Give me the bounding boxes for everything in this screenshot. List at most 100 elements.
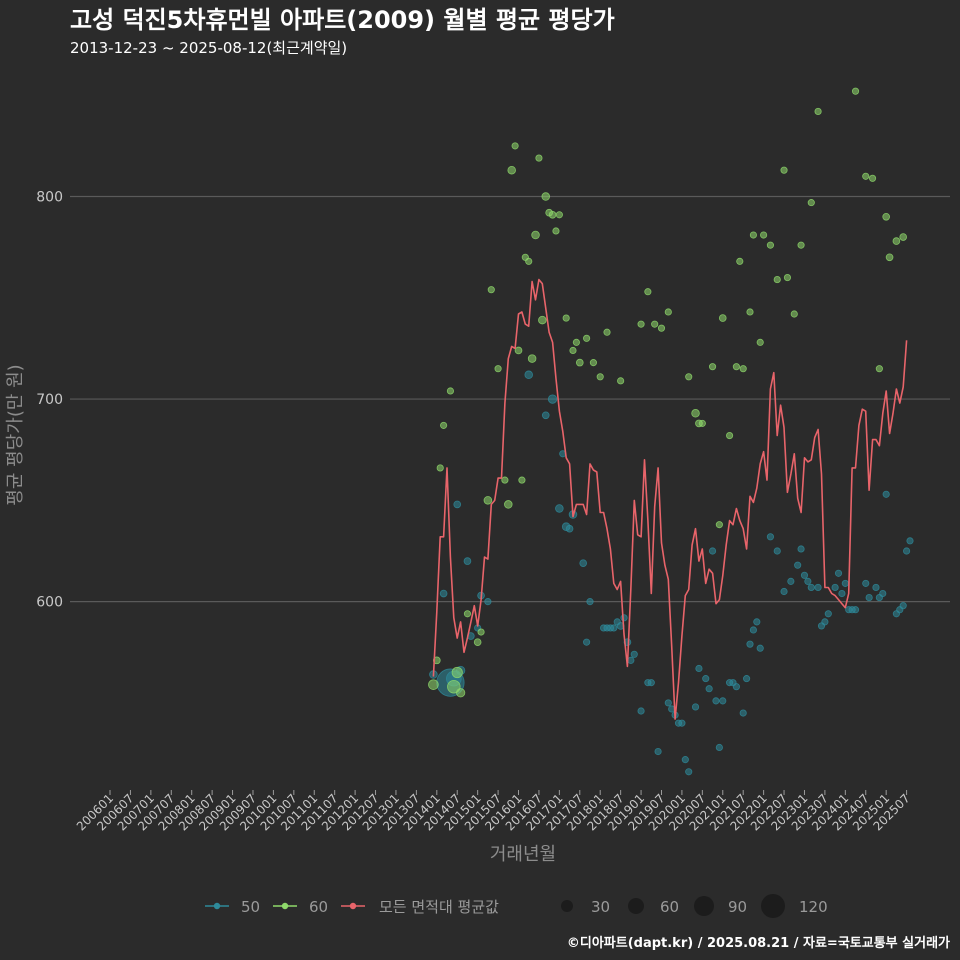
point-60 [862,172,870,180]
legend-size-60: 60 [628,898,679,916]
point-50 [899,602,907,610]
point-50 [565,524,574,533]
point-60 [760,231,768,239]
point-60 [814,107,822,116]
point-60 [504,500,513,509]
point-60 [851,87,860,95]
scatter-points [428,87,914,776]
legend-swatch-60 [281,902,289,910]
point-60 [440,421,448,429]
point-60 [535,154,543,162]
point-50 [865,594,873,602]
point-60 [575,358,584,367]
point-50 [807,583,815,592]
y-tick-label: 800 [36,190,63,206]
point-50 [715,743,723,752]
point-50 [903,547,911,555]
point-50 [824,610,832,618]
legend-item-average: 모든 면적대 평균값 [341,898,499,916]
point-60 [569,346,577,355]
point-60 [436,464,444,472]
point-50 [685,768,693,776]
x-axis-label: 거래년월 [490,844,556,865]
legend-size-label-60: 60 [660,898,679,916]
point-60 [780,166,788,174]
y-axis-label: 평균 평당가(만 원) [5,364,26,505]
legend-size-120: 120 [761,894,828,918]
point-50 [743,675,751,683]
point-60 [726,431,734,440]
point-60 [428,679,439,690]
legend-item-60: 60 [273,898,328,916]
point-60 [797,241,805,249]
point-60 [899,233,908,241]
point-50 [814,583,822,592]
point-60 [749,231,757,239]
point-60 [583,334,591,342]
point-60 [715,521,723,529]
chart-title: 고성 덕진5차휴먼빌 아파트(2009) 월별 평균 평당가 [70,6,615,34]
point-50 [862,579,870,587]
point-60 [483,496,493,505]
legend-size-circle-90 [694,896,714,916]
point-60 [531,230,540,240]
point-50 [610,624,618,632]
point-60 [644,288,652,296]
point-50 [879,589,887,598]
point-50 [882,490,890,498]
point-60 [732,363,740,371]
gridlines [70,195,950,603]
point-50 [834,569,843,577]
point-50 [800,571,809,579]
point-50 [620,614,628,622]
point-60 [555,211,563,219]
average-line-path [432,278,908,720]
point-60 [773,276,781,284]
point-60 [451,666,463,679]
point-60 [514,346,523,355]
point-50 [541,411,550,420]
point-60 [548,210,557,219]
point-60 [511,142,519,150]
point-60 [487,286,495,294]
point-60 [807,199,815,207]
point-50 [708,547,717,555]
point-60 [766,241,774,249]
point-60 [708,363,717,371]
point-50 [637,707,645,715]
point-50 [702,675,710,683]
point-60 [698,419,706,427]
average-line [432,278,908,720]
point-60 [736,257,744,265]
point-50 [797,545,805,553]
point-60 [756,338,764,346]
point-60 [525,257,533,265]
point-60 [562,314,570,322]
legend-swatch-average [349,902,357,910]
point-50 [630,650,638,658]
point-50 [547,394,558,404]
point-50 [756,644,764,652]
legend-size-circle-120 [761,894,785,918]
point-50 [804,577,812,585]
point-50 [872,583,880,592]
chart-subtitle: 2013-12-23 ~ 2025-08-12(최근계약일) [70,39,347,57]
point-60 [494,365,502,373]
point-50 [753,618,761,626]
point-50 [691,703,700,711]
point-60 [477,628,485,636]
point-60 [538,315,547,325]
point-60 [527,354,537,363]
point-60 [473,638,482,646]
point-50 [695,664,703,673]
point-50 [794,561,802,569]
point-60 [446,387,454,395]
point-60 [637,320,645,328]
point-50 [838,589,846,598]
point-50 [906,537,914,545]
point-50 [583,638,591,646]
point-60 [572,338,580,346]
point-60 [603,328,611,336]
point-50 [484,598,492,606]
